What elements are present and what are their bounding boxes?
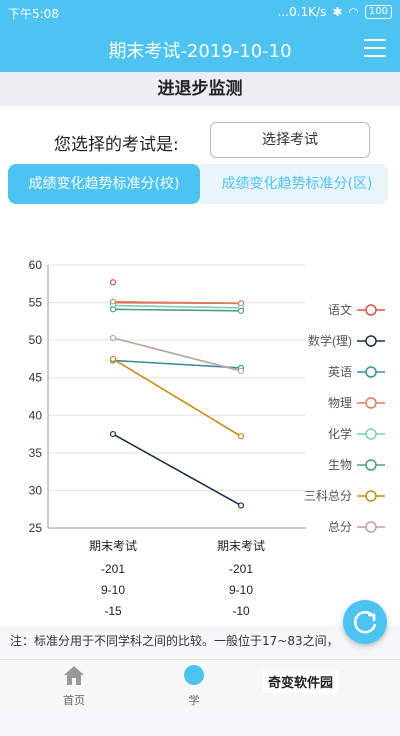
nav-study-label: 学 (188, 694, 200, 707)
series-line (112, 337, 242, 372)
menu-icon[interactable] (364, 39, 386, 57)
page-title: 期末考试-2019-10-10 (108, 41, 292, 62)
wifi-icon: ◠ (348, 5, 359, 19)
network-speed: ...0.1K/s (277, 5, 327, 19)
series-line (112, 304, 242, 309)
series-line (112, 308, 242, 312)
data-point (237, 433, 245, 440)
x-tick-sublabel: -201 (229, 562, 253, 576)
data-point (109, 334, 117, 341)
battery-icon: 100 (364, 5, 392, 19)
app-header: 期末考试-2019-10-10 (0, 24, 400, 72)
refresh-icon (353, 611, 377, 634)
section-header: 进退步监测 (0, 72, 400, 106)
status-bar: 下午5:08 ...0.1K/s ✱ ◠ 100 (0, 0, 400, 24)
legend-label: 英语 (328, 365, 352, 379)
legend-marker (365, 335, 377, 347)
y-tick-label: 45 (29, 371, 43, 385)
content-card: 您选择的考试是: 选择考试 成绩变化趋势标准分(校) 成绩变化趋势标准分(区) … (0, 106, 400, 626)
tab-bar: 成绩变化趋势标准分(校) 成绩变化趋势标准分(区) (8, 164, 388, 204)
y-tick-label: 35 (29, 446, 43, 460)
trend-chart: 25 30 35 40 45 50 55 60 期末考试 -201 9-10 -15 期末考试 -201 9… (29, 258, 385, 618)
y-tick-label: 50 (29, 333, 43, 347)
section-title: 进退步监测 (157, 79, 243, 99)
tab-school[interactable]: 成绩变化趋势标准分(校) (8, 164, 200, 204)
data-point (237, 307, 245, 314)
legend-label: 总分 (328, 520, 352, 534)
legend-label: 化学 (328, 426, 352, 441)
legend-marker (365, 459, 377, 471)
tab-district[interactable]: 成绩变化趋势标准分(区) (221, 176, 373, 192)
bluetooth-icon: ✱ (332, 5, 343, 19)
series-line (112, 359, 242, 369)
x-tick-sublabel: 9-10 (229, 583, 253, 597)
legend-label: 语文 (328, 302, 352, 317)
y-tick-label: 25 (29, 521, 43, 535)
legend-label: 三科总分 (304, 489, 352, 503)
select-exam-button[interactable]: 选择考试 (210, 122, 370, 158)
data-point (109, 355, 117, 363)
y-tick-label: 60 (29, 258, 43, 272)
x-tick-sublabel: -201 (101, 562, 125, 576)
nav-study[interactable]: 学 (164, 664, 224, 708)
x-tick-sublabel: 9-10 (101, 583, 125, 597)
series-line (112, 433, 242, 507)
legend-marker (365, 397, 377, 409)
note-text: 注：标准分用于不同学科之间的比较。一般位于17~83之间， (10, 634, 339, 648)
legend-label: 数学(理) (308, 333, 352, 348)
data-point (109, 306, 117, 313)
legend-marker (365, 521, 377, 533)
x-tick-sublabel: -15 (104, 604, 122, 618)
x-tick-label: 期末考试 (89, 538, 137, 553)
y-tick-label: 30 (29, 483, 43, 497)
status-icons: ...0.1K/s ✱ ◠ 100 (278, 5, 392, 19)
series-line (112, 358, 242, 438)
series-line (112, 301, 242, 305)
exam-prompt: 您选择的考试是: (54, 135, 179, 155)
y-tick-label: 55 (29, 296, 43, 310)
data-point (237, 502, 245, 509)
data-point (237, 367, 245, 375)
home-icon (64, 666, 84, 685)
study-icon (184, 665, 204, 685)
x-tick-label: 期末考试 (217, 538, 265, 553)
legend-marker (365, 428, 377, 440)
nav-home[interactable]: 首页 (44, 664, 104, 708)
y-tick-label: 40 (29, 408, 43, 422)
bottom-nav: 首页 学 (0, 659, 400, 712)
legend-label: 物理 (328, 396, 352, 410)
status-time: 下午5:08 (8, 7, 59, 21)
legend-label: 生物 (328, 458, 352, 472)
x-tick-sublabel: -10 (232, 604, 250, 618)
legend-marker (365, 304, 377, 316)
nav-home-label: 首页 (63, 694, 85, 707)
refresh-button[interactable] (343, 600, 387, 644)
legend-marker (365, 490, 377, 502)
legend-marker (365, 366, 377, 378)
watermark: 奇变软件园 (262, 670, 340, 693)
data-point (109, 279, 117, 286)
data-point (109, 430, 117, 438)
